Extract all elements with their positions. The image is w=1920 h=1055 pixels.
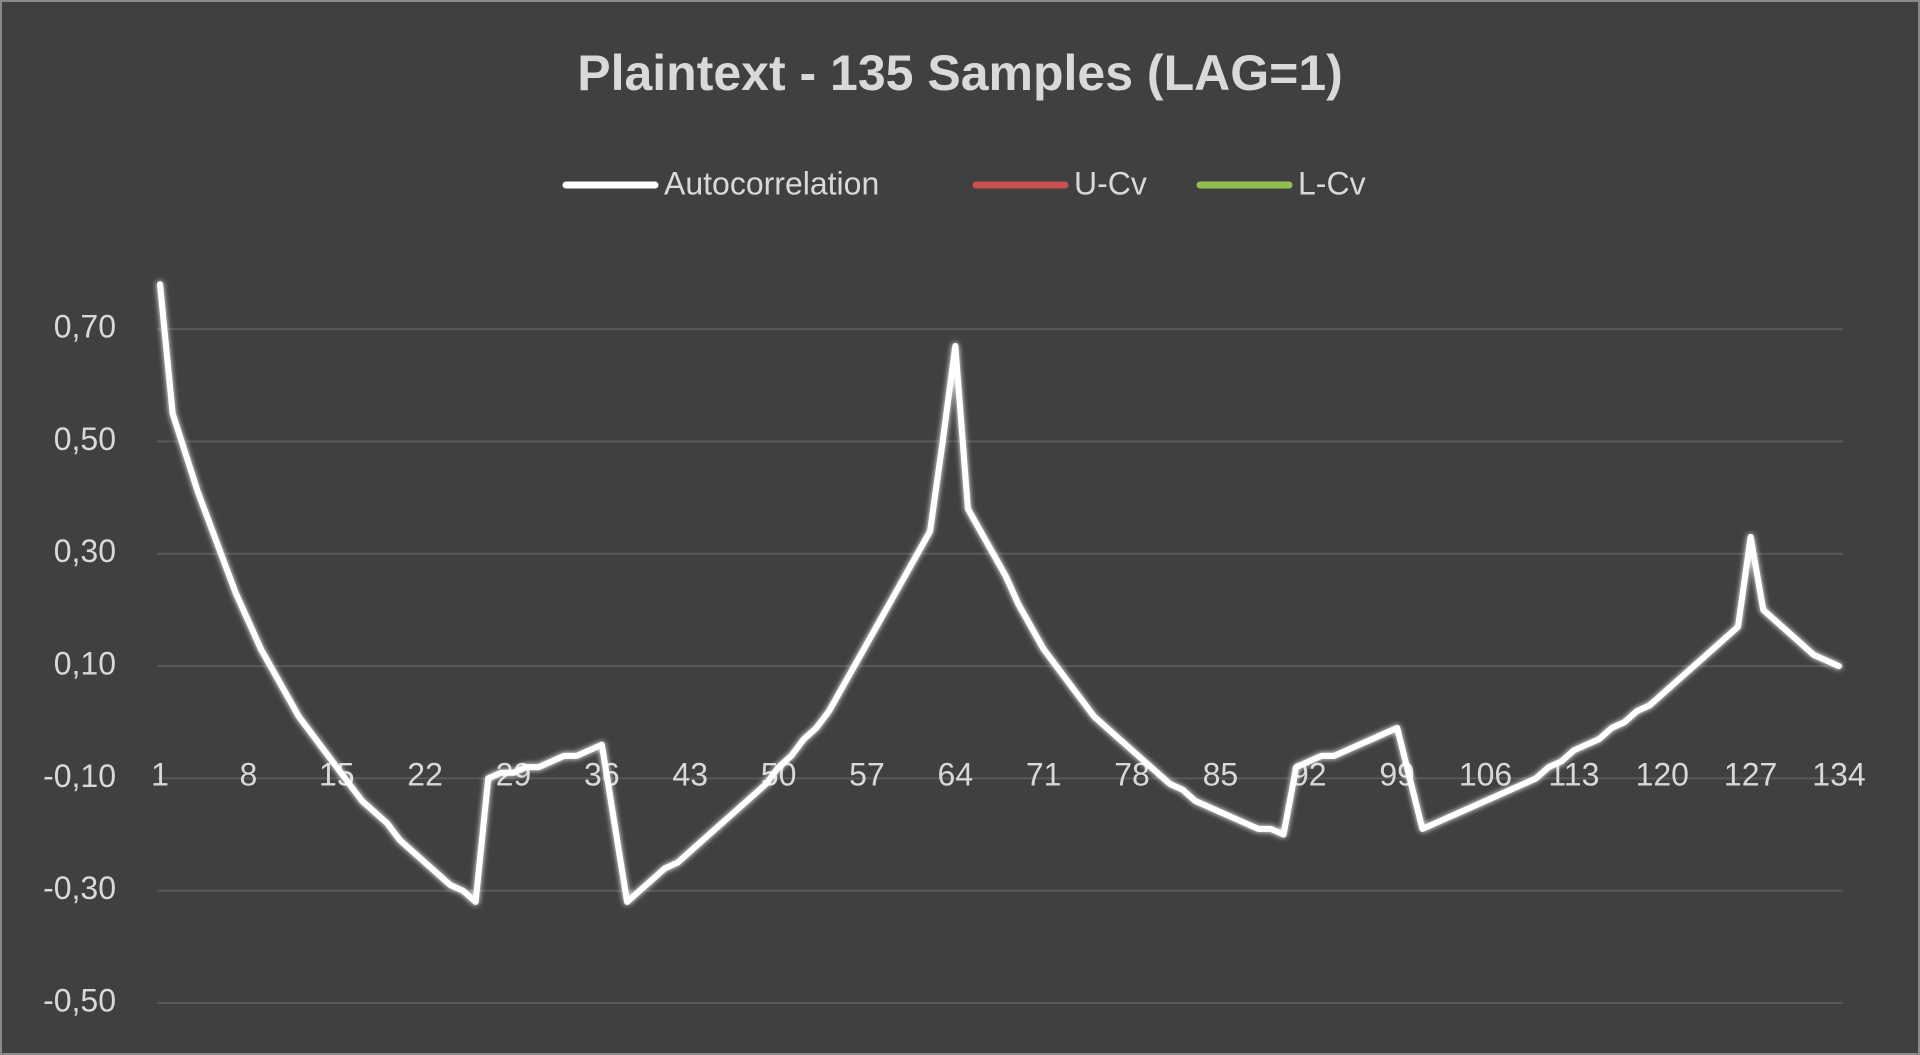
x-tick-label: 120: [1636, 756, 1689, 792]
y-tick-label: -0,30: [43, 870, 116, 906]
x-tick-label: 57: [849, 756, 885, 792]
y-tick-label: 0,50: [54, 421, 116, 457]
x-tick-label: 43: [672, 756, 708, 792]
y-tick-label: -0,10: [43, 758, 116, 794]
x-tick-label: 127: [1724, 756, 1777, 792]
y-tick-label: 0,30: [54, 533, 116, 569]
y-tick-label: 0,10: [54, 646, 116, 682]
x-tick-label: 85: [1203, 756, 1239, 792]
chart-title: Plaintext - 135 Samples (LAG=1): [577, 45, 1343, 101]
x-tick-label: 71: [1026, 756, 1062, 792]
x-tick-label: 1: [151, 756, 169, 792]
legend: Autocorrelation U-Cv L-Cv: [562, 165, 1366, 201]
legend-label: L-Cv: [1298, 165, 1366, 201]
legend-label: U-Cv: [1074, 165, 1147, 201]
x-tick-label: 22: [407, 756, 443, 792]
x-tick-label: 134: [1812, 756, 1865, 792]
x-tick-label: 64: [938, 756, 974, 792]
y-tick-label: -0,50: [43, 982, 116, 1018]
y-tick-label: 0,70: [54, 309, 116, 345]
x-tick-label: 106: [1459, 756, 1512, 792]
legend-label: Autocorrelation: [664, 165, 879, 201]
series-line: [157, 281, 1842, 905]
x-tick-label: 8: [239, 756, 257, 792]
